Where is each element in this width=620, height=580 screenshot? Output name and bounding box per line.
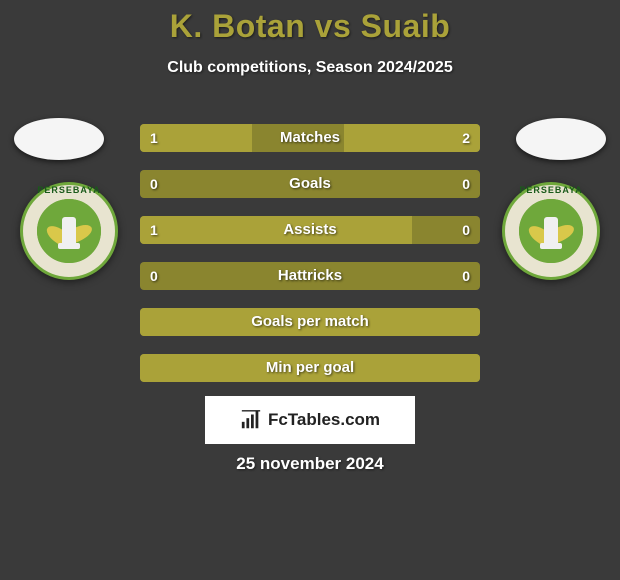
stat-label: Hattricks — [140, 262, 480, 290]
player-avatar-right — [516, 118, 606, 160]
stat-label: Assists — [140, 216, 480, 244]
stats-container: 1 Matches 2 0 Goals 0 1 Assists 0 0 Hatt… — [140, 124, 480, 382]
stat-row-hattricks: 0 Hattricks 0 — [140, 262, 480, 290]
stat-row-goals-per-match: Goals per match — [140, 308, 480, 336]
player-avatar-left — [14, 118, 104, 160]
subtitle: Club competitions, Season 2024/2025 — [0, 59, 620, 77]
stat-label: Goals per match — [140, 308, 480, 336]
stat-value-right: 0 — [462, 170, 470, 198]
stat-value-right: 2 — [462, 124, 470, 152]
stat-row-min-per-goal: Min per goal — [140, 354, 480, 382]
page-title: K. Botan vs Suaib — [0, 8, 620, 45]
stat-value-right: 0 — [462, 262, 470, 290]
crest-label: PERSEBAYA — [502, 185, 600, 195]
crest-label: PERSEBAYA — [20, 185, 118, 195]
watermark: FcTables.com — [205, 396, 415, 444]
watermark-label: FcTables.com — [268, 410, 380, 430]
stat-row-assists: 1 Assists 0 — [140, 216, 480, 244]
chart-icon — [240, 409, 262, 431]
club-crest-left: PERSEBAYA — [20, 182, 118, 280]
stat-label: Matches — [140, 124, 480, 152]
footer-date: 25 november 2024 — [0, 454, 620, 474]
stat-value-right: 0 — [462, 216, 470, 244]
stat-row-matches: 1 Matches 2 — [140, 124, 480, 152]
stat-label: Min per goal — [140, 354, 480, 382]
club-crest-right: PERSEBAYA — [502, 182, 600, 280]
stat-label: Goals — [140, 170, 480, 198]
stat-row-goals: 0 Goals 0 — [140, 170, 480, 198]
